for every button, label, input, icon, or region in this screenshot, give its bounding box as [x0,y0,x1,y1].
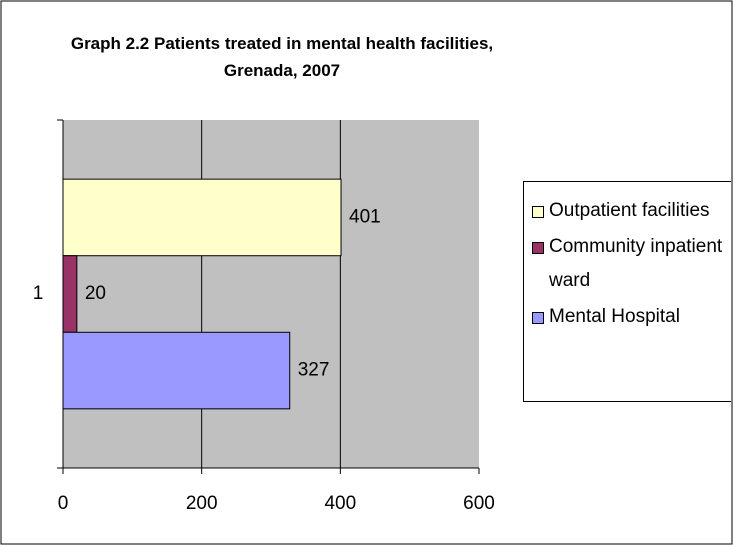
legend-label: Community inpatient ward [549,236,723,291]
y-tick-label: 1 [33,283,44,304]
x-tick-label: 400 [324,493,356,514]
legend-label: Outpatient facilities [549,200,710,221]
legend-item: Community inpatient ward [532,230,731,298]
x-tick-label: 0 [58,493,69,514]
legend: Outpatient facilities Community inpatient… [523,181,731,402]
plot-area [63,120,479,468]
data-label: 20 [85,283,106,304]
bar [62,255,78,333]
chart-title: Graph 2.2 Patients treated in mental hea… [70,34,494,80]
legend-label: Mental Hospital [549,306,680,327]
x-tick-label: 200 [186,493,218,514]
legend-item: Mental Hospital [532,300,731,334]
legend-swatch [532,312,544,324]
x-tick-label: 600 [463,493,495,514]
data-label: 401 [349,206,381,227]
legend-swatch [532,242,544,254]
data-label: 327 [298,360,330,381]
legend-swatch [532,206,544,218]
bar [62,178,342,257]
legend-item: Outpatient facilities [532,194,731,228]
bar [62,331,291,410]
